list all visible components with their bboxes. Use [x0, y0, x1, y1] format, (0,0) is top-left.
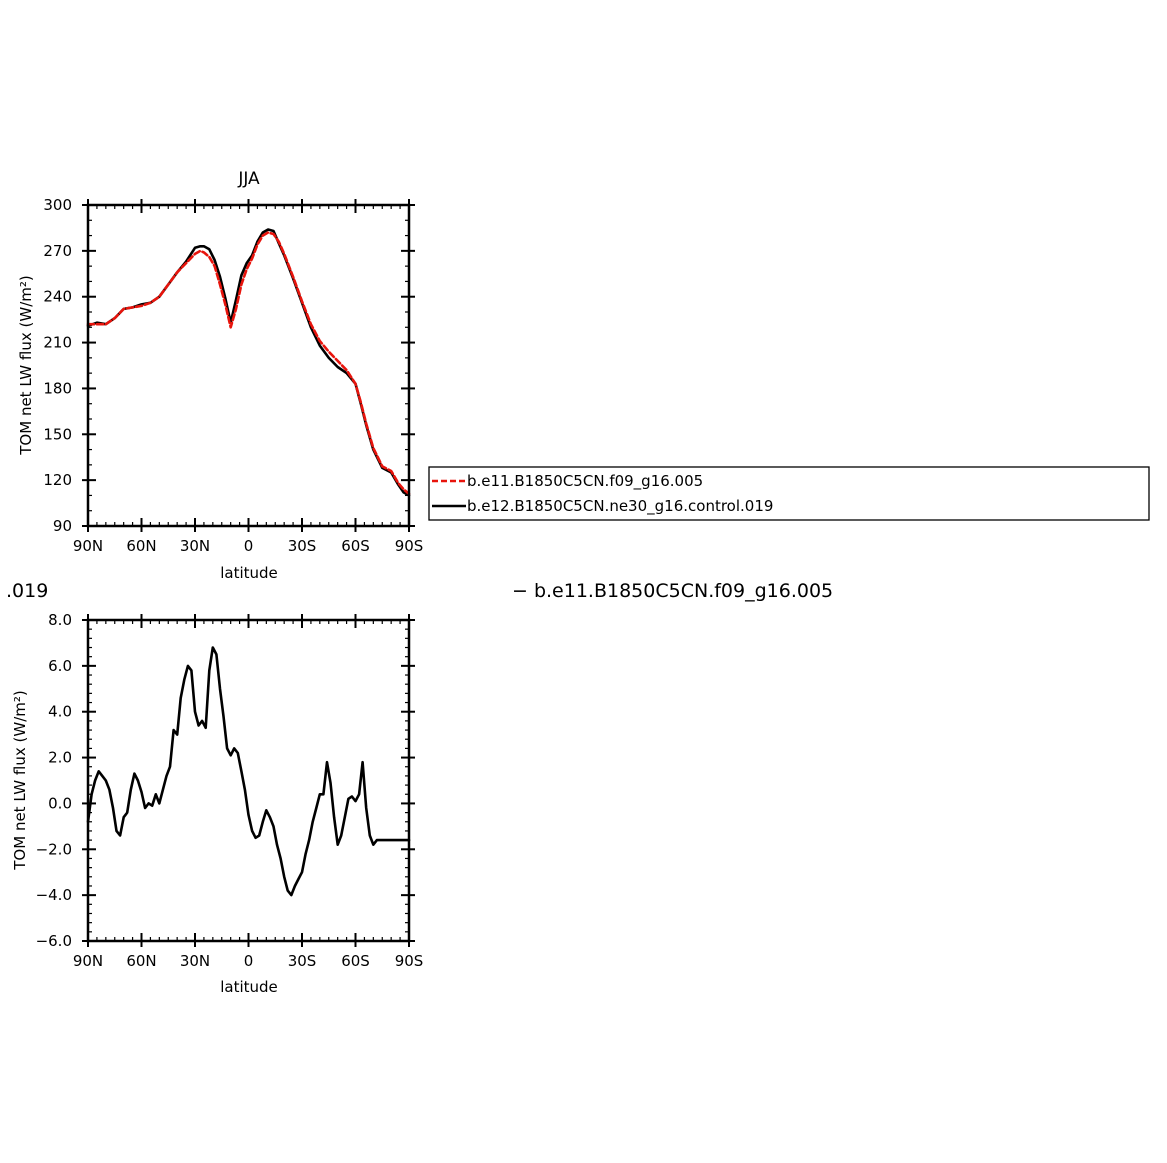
bottom-xtick-label: 60N: [126, 952, 156, 970]
bottom-panel-ylabel: TOM net LW flux (W/m²): [11, 690, 29, 870]
bottom-ytick-label: 4.0: [48, 703, 72, 721]
legend-entry-2: b.e12.B1850C5CN.ne30_g16.control.019: [467, 497, 773, 516]
bottom-panel-xlabel: latitude: [220, 978, 278, 996]
top-ytick-label: 270: [43, 242, 72, 260]
bottom-ytick-label: −6.0: [36, 932, 72, 950]
top-xtick-label: 0: [244, 537, 254, 555]
top-ytick-label: 120: [43, 471, 72, 489]
top-panel-frame: [86, 203, 411, 528]
bottom-xtick-label: 0: [244, 952, 254, 970]
bottom-ytick-label: −2.0: [36, 840, 72, 858]
bottom-xtick-label: 30N: [180, 952, 210, 970]
bottom-ytick-label: 8.0: [48, 611, 72, 629]
top-panel: JJA 90N 60N 30N 0 30S 60S 90S 90 120 150 180 210 240…: [17, 169, 423, 582]
top-panel-xlabel: latitude: [220, 564, 278, 582]
legend-entry-1: b.e11.B1850C5CN.f09_g16.005: [467, 472, 703, 491]
caption-right-fragment: − b.e11.B1850C5CN.f09_g16.005: [512, 580, 833, 602]
bottom-series-line-black-solid: [86, 646, 411, 897]
top-ytick-label: 240: [43, 288, 72, 306]
top-xtick-label: 60S: [341, 537, 370, 555]
bottom-panel: 90N 60N 30N 0 30S 60S 90S −6.0 −4.0 −2.0 0.0 2.0 4.0…: [11, 611, 423, 996]
top-xtick-label: 30S: [288, 537, 317, 555]
legend: b.e11.B1850C5CN.f09_g16.005 b.e12.B1850C…: [428, 466, 1150, 521]
top-series-line-black-solid: [86, 228, 411, 497]
top-panel-marks: [86, 228, 411, 497]
top-panel-ylabel: TOM net LW flux (W/m²): [17, 275, 35, 455]
bottom-panel-marks: [86, 646, 411, 897]
top-ytick-label: 150: [43, 425, 72, 443]
bottom-panel-ticks: 90N 60N 30N 0 30S 60S 90S −6.0 −4.0 −2.0 0.0 2.0 4.0…: [36, 611, 424, 970]
top-ytick-label: 210: [43, 334, 72, 352]
bottom-xtick-label: 60S: [341, 952, 370, 970]
top-xtick-label: 60N: [126, 537, 156, 555]
top-xtick-label: 90N: [73, 537, 103, 555]
bottom-xtick-label: 90N: [73, 952, 103, 970]
top-ytick-label: 300: [43, 196, 72, 214]
bottom-ytick-label: 6.0: [48, 657, 72, 675]
bottom-ytick-label: −4.0: [36, 886, 72, 904]
caption-left-fragment: .019: [6, 580, 48, 602]
bottom-xtick-label: 30S: [288, 952, 317, 970]
top-panel-ticks: 90N 60N 30N 0 30S 60S 90S 90 120 150 180 210 240 270 3…: [43, 196, 423, 555]
bottom-ytick-label: 2.0: [48, 749, 72, 767]
top-panel-title: JJA: [237, 169, 260, 189]
bottom-ytick-label: 0.0: [48, 794, 72, 812]
legend-box: [428, 466, 1150, 521]
top-series-line-red-dashed: [86, 231, 411, 496]
top-xtick-label: 30N: [180, 537, 210, 555]
bottom-xtick-label: 90S: [395, 952, 424, 970]
top-xtick-label: 90S: [395, 537, 424, 555]
top-ytick-label: 180: [43, 379, 72, 397]
top-ytick-label: 90: [53, 517, 72, 535]
